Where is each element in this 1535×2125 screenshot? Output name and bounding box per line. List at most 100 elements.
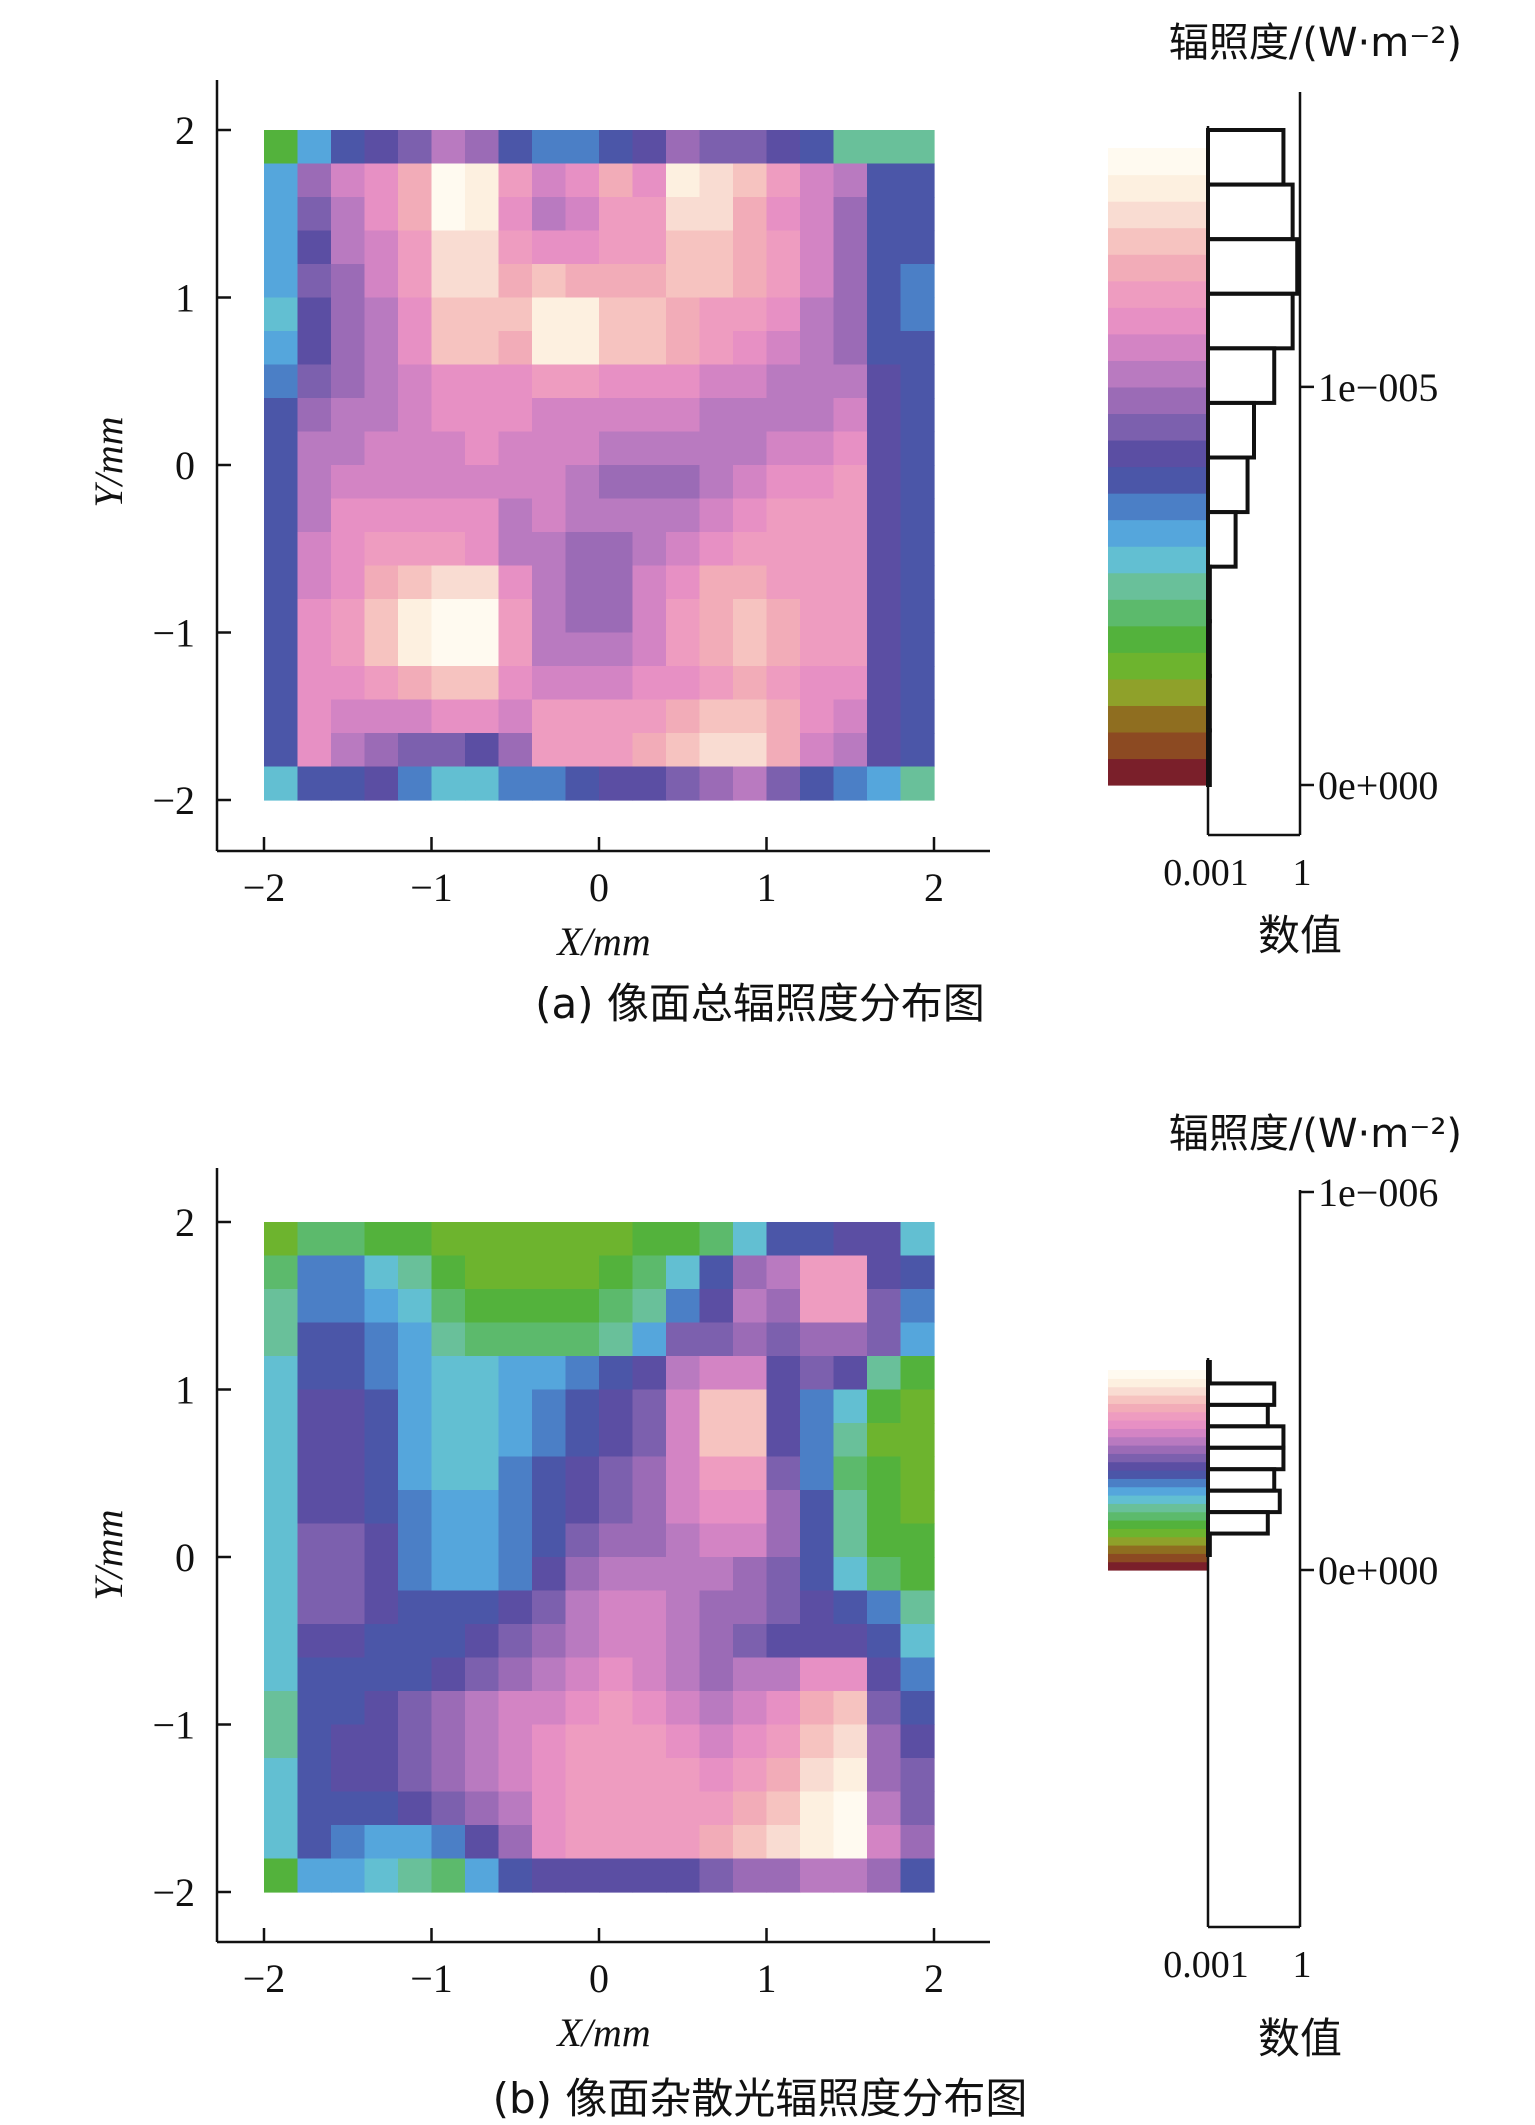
heatmap-cell bbox=[264, 398, 299, 433]
heatmap-cell bbox=[565, 1791, 600, 1826]
heatmap-cell bbox=[867, 733, 902, 768]
heatmap-cell bbox=[264, 1356, 299, 1391]
x-tick-label: 0 bbox=[589, 865, 609, 910]
heatmap-cell bbox=[733, 1624, 768, 1659]
histogram-bar bbox=[1206, 291, 1295, 351]
heatmap-cell bbox=[264, 1758, 299, 1793]
heatmap-cell bbox=[331, 1289, 366, 1324]
colorbar-segment bbox=[1108, 1545, 1208, 1554]
heatmap-cell bbox=[398, 498, 433, 533]
heatmap-cell bbox=[900, 565, 935, 600]
heatmap-cell bbox=[431, 1456, 466, 1491]
heatmap-cell bbox=[465, 1657, 500, 1692]
heatmap-cell bbox=[833, 1490, 868, 1525]
heatmap-cell bbox=[398, 532, 433, 567]
heatmap-cell bbox=[733, 364, 768, 399]
heatmap-cell bbox=[699, 733, 734, 768]
heatmap-cell bbox=[599, 297, 634, 332]
colorbar-segment bbox=[1108, 439, 1208, 468]
heatmap-cell bbox=[465, 331, 500, 366]
heatmap-cell bbox=[733, 766, 768, 801]
heatmap-cell bbox=[398, 1222, 433, 1257]
heatmap-cell bbox=[900, 1590, 935, 1625]
heatmap-cell bbox=[733, 599, 768, 634]
colorbar-segment bbox=[1108, 493, 1208, 521]
heatmap-cell bbox=[599, 1557, 634, 1592]
heatmap-cell bbox=[431, 1255, 466, 1290]
heatmap-cell bbox=[599, 1758, 634, 1793]
heatmap-cell bbox=[666, 130, 701, 165]
heatmap-cell bbox=[498, 498, 533, 533]
heatmap-cell bbox=[364, 1222, 399, 1257]
colorbar-segment bbox=[1108, 174, 1208, 202]
heatmap-cell bbox=[565, 632, 600, 667]
heatmap-cell bbox=[632, 1724, 667, 1759]
heatmap-cell bbox=[766, 498, 801, 533]
heatmap-cell bbox=[599, 1423, 634, 1458]
colorbar-segment bbox=[1108, 652, 1208, 680]
heatmap-cell bbox=[465, 532, 500, 567]
heatmap-cell bbox=[766, 331, 801, 366]
heatmap-cell bbox=[364, 1590, 399, 1625]
heatmap-cell bbox=[867, 1490, 902, 1525]
heatmap-cell bbox=[364, 632, 399, 667]
heatmap-cell bbox=[532, 1791, 567, 1826]
heatmap-cell bbox=[297, 431, 332, 466]
heatmap-cell bbox=[431, 1825, 466, 1860]
heatmap-cell bbox=[364, 733, 399, 768]
heatmap-cell bbox=[465, 565, 500, 600]
heatmap-cell bbox=[666, 1356, 701, 1391]
heatmap-cell bbox=[632, 1758, 667, 1793]
histogram-b: 0.001 1 1e−006 0e+000 bbox=[1163, 1170, 1438, 1986]
heatmap-cell bbox=[900, 264, 935, 299]
heatmap-cell bbox=[867, 1590, 902, 1625]
heatmap-cell bbox=[532, 1389, 567, 1424]
heatmap-cell bbox=[264, 1389, 299, 1424]
histogram-bar bbox=[1206, 673, 1212, 733]
heatmap-cell bbox=[733, 1557, 768, 1592]
heatmap-cell bbox=[800, 1825, 835, 1860]
colorbar-title-b: 辐照度/(W·m⁻²) bbox=[1169, 1111, 1462, 1157]
heatmap-cell bbox=[264, 264, 299, 299]
colorbar-segment bbox=[1108, 280, 1208, 308]
heatmap-cell bbox=[599, 163, 634, 198]
heatmap-cell bbox=[297, 1557, 332, 1592]
heatmap-cell bbox=[632, 1322, 667, 1357]
heatmap-cell bbox=[532, 163, 567, 198]
heatmap-cell bbox=[264, 1624, 299, 1659]
heatmap-cell bbox=[465, 699, 500, 734]
heatmap-cell bbox=[364, 465, 399, 500]
heatmap-cell bbox=[699, 264, 734, 299]
heatmap-cell bbox=[733, 230, 768, 265]
heatmap-cell bbox=[532, 130, 567, 165]
x-axis-label-b: X/mm bbox=[555, 2010, 650, 2055]
heatmap-cell bbox=[364, 230, 399, 265]
heatmap-cell bbox=[532, 1456, 567, 1491]
heatmap-cell bbox=[498, 398, 533, 433]
heatmap-cell bbox=[867, 532, 902, 567]
heatmap-cell bbox=[431, 766, 466, 801]
heatmap-cell bbox=[733, 130, 768, 165]
heatmap-cell bbox=[498, 766, 533, 801]
heatmap-cell bbox=[599, 733, 634, 768]
heatmap-cell bbox=[297, 1624, 332, 1659]
heatmap-cell bbox=[867, 1825, 902, 1860]
heatmap-cell bbox=[297, 498, 332, 533]
colorbar-segment bbox=[1108, 307, 1208, 335]
heatmap-cell bbox=[264, 766, 299, 801]
heatmap-cell bbox=[364, 264, 399, 299]
heatmap-cell bbox=[465, 1758, 500, 1793]
heatmap-cell bbox=[666, 733, 701, 768]
heatmap-cell bbox=[498, 1858, 533, 1893]
heatmap-cell bbox=[431, 230, 466, 265]
heatmap-cell bbox=[364, 766, 399, 801]
heatmap-cell bbox=[900, 1322, 935, 1357]
heatmap-cell bbox=[733, 431, 768, 466]
y-tick-label: −2 bbox=[152, 1870, 195, 1915]
heatmap-cell bbox=[498, 364, 533, 399]
heatmap-cell bbox=[565, 599, 600, 634]
heatmap-cell bbox=[632, 1557, 667, 1592]
heatmap-cell bbox=[398, 1456, 433, 1491]
colorbar-segment bbox=[1108, 1528, 1208, 1538]
heatmap-cell bbox=[331, 1557, 366, 1592]
